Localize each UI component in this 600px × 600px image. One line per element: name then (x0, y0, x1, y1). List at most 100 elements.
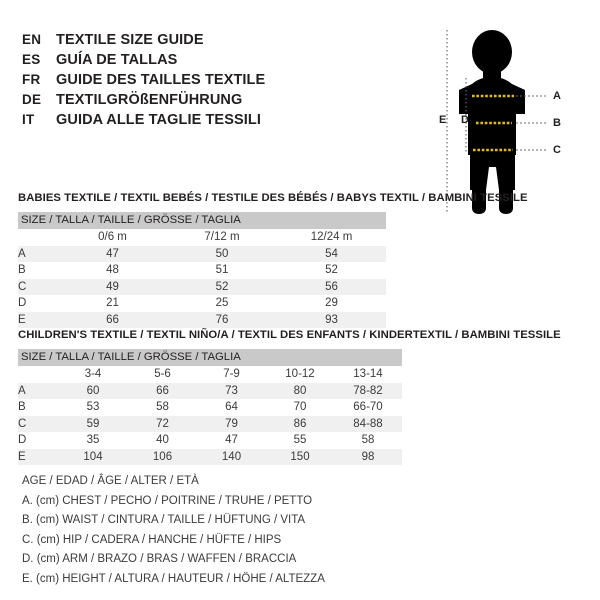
language-title-it: GUIDA ALLE TAGLIE TESSILI (56, 112, 261, 128)
children-size-table: SIZE / TALLA / TAILLE / GRÖSSE / TAGLIA … (18, 349, 402, 465)
children-cell-e-2: 140 (197, 448, 266, 465)
babies-cell-e-2: 93 (277, 311, 386, 328)
babies-textile-section: BABIES TEXTILE / TEXTIL BEBÉS / TESTILE … (18, 192, 528, 328)
children-column-header-3: 10-12 (266, 366, 334, 383)
table-row: E 66 76 93 (18, 311, 386, 328)
children-cell-c-0: 59 (58, 415, 128, 432)
children-cell-d-2: 47 (197, 432, 266, 449)
babies-cell-d-1: 25 (167, 295, 277, 312)
language-row-es: ES GUÍA DE TALLAS (22, 50, 412, 70)
legend-line-hip: C. (cm) HIP / CADERA / HANCHE / HÜFTE / … (22, 533, 282, 546)
legend-line-height: E. (cm) HEIGHT / ALTURA / HAUTEUR / HÖHE… (22, 572, 325, 585)
dimension-label-c: C (553, 144, 561, 156)
babies-cell-b-2: 52 (277, 262, 386, 279)
children-cell-d-1: 40 (128, 432, 197, 449)
legend-line-waist: B. (cm) WAIST / CINTURA / TAILLE / HÜFTU… (22, 514, 306, 526)
children-cell-e-1: 106 (128, 448, 197, 465)
children-cell-b-4: 66-70 (334, 399, 402, 416)
language-code-es: ES (22, 52, 41, 67)
language-title-fr: GUIDE DES TAILLES TEXTILE (56, 72, 266, 88)
babies-cell-b-1: 51 (167, 262, 277, 279)
language-code-it: IT (22, 112, 35, 127)
children-column-header-2: 7-9 (197, 366, 266, 383)
babies-row-label-a: A (18, 245, 58, 262)
language-row-fr: FR GUIDE DES TAILLES TEXTILE (22, 70, 412, 90)
children-size-header-row: SIZE / TALLA / TAILLE / GRÖSSE / TAGLIA (18, 349, 402, 366)
language-title-de: TEXTILGRÖßENFÜHRUNG (56, 92, 243, 108)
babies-row-label-b: B (18, 262, 58, 279)
children-textile-section: CHILDREN'S TEXTILE / TEXTIL NIÑO/A / TEX… (18, 329, 561, 465)
children-cell-e-0: 104 (58, 448, 128, 465)
babies-row-label-c: C (18, 278, 58, 295)
babies-cell-c-2: 56 (277, 278, 386, 295)
legend-line-arm: D. (cm) ARM / BRAZO / BRAS / WAFFEN / BR… (22, 553, 297, 565)
children-row-label-a: A (18, 382, 58, 399)
babies-cell-b-0: 48 (58, 262, 167, 279)
children-column-header-1: 5-6 (128, 366, 197, 383)
children-cell-a-2: 73 (197, 382, 266, 399)
table-row: A 47 50 54 (18, 245, 386, 262)
table-row: A 60 66 73 80 78-82 (18, 382, 402, 399)
children-cell-b-2: 64 (197, 399, 266, 416)
children-cell-a-1: 66 (128, 382, 197, 399)
children-cell-d-0: 35 (58, 432, 128, 449)
babies-cell-a-2: 54 (277, 245, 386, 262)
children-cell-d-4: 58 (334, 432, 402, 449)
dimension-label-e: E (439, 114, 447, 126)
table-row: B 53 58 64 70 66-70 (18, 399, 402, 416)
children-cell-c-3: 86 (266, 415, 334, 432)
table-row: C 59 72 79 86 84-88 (18, 415, 402, 432)
babies-cell-e-0: 66 (58, 311, 167, 328)
babies-cell-d-2: 29 (277, 295, 386, 312)
language-title-es: GUÍA DE TALLAS (56, 52, 178, 68)
table-row: C 49 52 56 (18, 278, 386, 295)
children-cell-a-0: 60 (58, 382, 128, 399)
language-row-en: EN TEXTILE SIZE GUIDE (22, 30, 412, 50)
table-row: D 35 40 47 55 58 (18, 432, 402, 449)
children-row-label-d: D (18, 432, 58, 449)
children-cell-b-1: 58 (128, 399, 197, 416)
children-cell-b-0: 53 (58, 399, 128, 416)
children-row-label-b: B (18, 399, 58, 416)
babies-cell-e-1: 76 (167, 311, 277, 328)
children-cell-a-4: 78-82 (334, 382, 402, 399)
legend-line-age: AGE / EDAD / ÂGE / ALTER / ETÀ (22, 475, 199, 487)
language-code-fr: FR (22, 72, 41, 87)
children-row-label-e: E (18, 448, 58, 465)
babies-column-header-0: 0/6 m (58, 229, 167, 246)
children-cell-e-3: 150 (266, 448, 334, 465)
measurement-legend: AGE / EDAD / ÂGE / ALTER / ETÀ A. (cm) C… (22, 472, 442, 589)
babies-cell-d-0: 21 (58, 295, 167, 312)
language-code-de: DE (22, 92, 42, 107)
language-title-block: EN TEXTILE SIZE GUIDE ES GUÍA DE TALLAS … (22, 30, 412, 130)
babies-table-caption: BABIES TEXTILE / TEXTIL BEBÉS / TESTILE … (18, 192, 528, 204)
babies-column-header-row: 0/6 m 7/12 m 12/24 m (18, 229, 386, 246)
measurement-figure-diagram: A B C D E (420, 22, 600, 217)
dimension-label-a: A (553, 90, 561, 102)
child-silhouette-icon (446, 30, 548, 214)
silhouette-shape (459, 30, 525, 214)
babies-row-label-d: D (18, 295, 58, 312)
language-row-it: IT GUIDA ALLE TAGLIE TESSILI (22, 110, 412, 130)
babies-column-header-1: 7/12 m (167, 229, 277, 246)
children-cell-d-3: 55 (266, 432, 334, 449)
children-cell-e-4: 98 (334, 448, 402, 465)
babies-cell-c-0: 49 (58, 278, 167, 295)
babies-size-header-label: SIZE / TALLA / TAILLE / GRÖSSE / TAGLIA (18, 212, 386, 229)
babies-column-header-2: 12/24 m (277, 229, 386, 246)
table-row: E 104 106 140 150 98 (18, 448, 402, 465)
children-column-header-row: 3-4 5-6 7-9 10-12 13-14 (18, 366, 402, 383)
children-table-caption: CHILDREN'S TEXTILE / TEXTIL NIÑO/A / TEX… (18, 329, 561, 341)
babies-row-label-e: E (18, 311, 58, 328)
dimension-label-b: B (553, 117, 561, 129)
children-row-label-c: C (18, 415, 58, 432)
children-cell-a-3: 80 (266, 382, 334, 399)
children-cell-c-4: 84-88 (334, 415, 402, 432)
babies-corner-cell (18, 229, 58, 246)
language-row-de: DE TEXTILGRÖßENFÜHRUNG (22, 90, 412, 110)
children-column-header-0: 3-4 (58, 366, 128, 383)
legend-line-chest: A. (cm) CHEST / PECHO / POITRINE / TRUHE… (22, 494, 313, 507)
babies-cell-a-0: 47 (58, 245, 167, 262)
children-corner-cell (18, 366, 58, 383)
children-cell-c-2: 79 (197, 415, 266, 432)
